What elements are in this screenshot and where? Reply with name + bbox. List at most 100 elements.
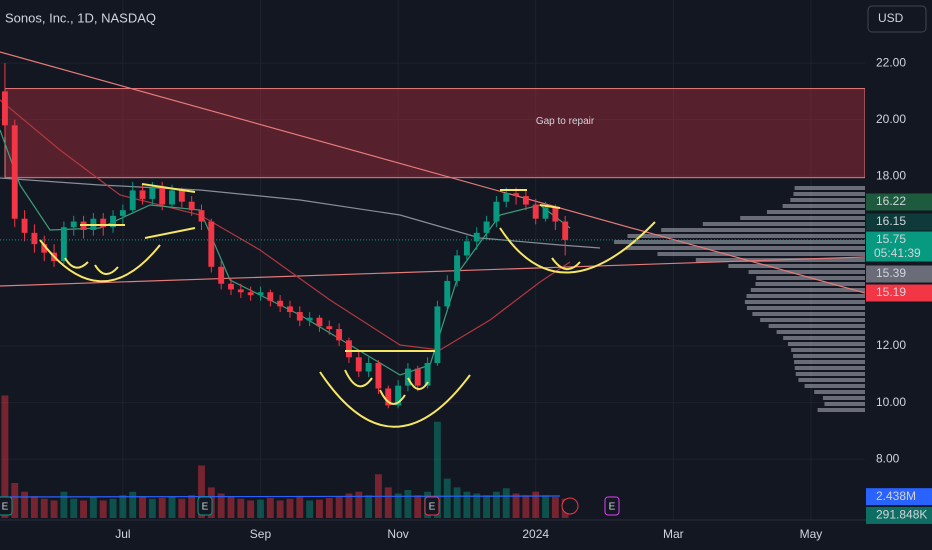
profile-bar xyxy=(661,228,865,232)
dividend-icon xyxy=(561,497,579,515)
volume-bar xyxy=(306,500,314,518)
volume-bar xyxy=(266,497,274,518)
profile-bar xyxy=(798,378,865,382)
candle-body xyxy=(355,357,362,372)
candle-body xyxy=(228,283,234,290)
volume-bar xyxy=(286,498,294,518)
price-badge-label: 15.75 xyxy=(876,232,906,246)
currency-button[interactable] xyxy=(867,5,927,33)
price-badge-label: 15.39 xyxy=(876,266,906,280)
volume-bar xyxy=(502,488,510,518)
volume-bar xyxy=(40,498,48,518)
candle-body xyxy=(31,232,38,245)
profile-bar xyxy=(793,354,865,358)
volume-bar xyxy=(99,500,107,518)
gap-zone: Gap to repair xyxy=(4,88,866,179)
cup-drawing xyxy=(499,221,656,274)
volume-bar xyxy=(237,498,245,518)
volume-bar xyxy=(345,493,353,518)
candle-body xyxy=(434,306,441,363)
candle-body xyxy=(562,221,569,240)
profile-bar xyxy=(814,390,865,394)
candle-body xyxy=(532,204,539,219)
profile-bar xyxy=(824,402,865,406)
volume-badge-label: 2.438M xyxy=(876,489,916,503)
volume-bar xyxy=(70,498,78,518)
profile-bar xyxy=(750,288,865,292)
candle-body xyxy=(513,193,519,197)
cup-drawing xyxy=(319,371,471,428)
candle-body xyxy=(473,232,480,242)
x-tick-label: 2024 xyxy=(522,527,549,541)
candle-body xyxy=(287,306,293,313)
y-tick-label: 22.00 xyxy=(876,55,906,69)
candle-body xyxy=(424,362,431,386)
volume xyxy=(0,395,569,518)
gap-zone-rect xyxy=(4,88,866,179)
price-badge xyxy=(866,284,932,302)
volume-bar xyxy=(257,499,264,518)
profile-bar xyxy=(766,210,865,214)
line-drawing xyxy=(144,227,196,239)
candle-body xyxy=(522,196,529,205)
profile-bar xyxy=(776,330,865,334)
candle-body xyxy=(70,221,77,228)
trend-line xyxy=(0,51,866,294)
volume-bar xyxy=(532,491,540,518)
candle-body xyxy=(542,207,549,219)
drawings xyxy=(39,183,656,428)
profile-bar xyxy=(794,366,865,370)
candle-body xyxy=(169,190,175,205)
volume-bar xyxy=(217,493,225,518)
volume-bar xyxy=(463,491,471,518)
price-badge-label: 16.22 xyxy=(876,194,906,208)
profile-bar xyxy=(752,312,865,316)
volume-bar xyxy=(483,495,491,518)
price-badge xyxy=(866,231,932,262)
candle-body xyxy=(257,292,264,296)
price-badge xyxy=(866,213,932,231)
volume-bar xyxy=(325,497,333,518)
volume-bar xyxy=(542,495,549,518)
volume-bar xyxy=(109,498,117,518)
candle-body xyxy=(326,326,333,330)
candle-body xyxy=(296,312,303,321)
x-tick-label: Nov xyxy=(387,527,408,541)
candle-body xyxy=(404,368,411,386)
candle-body xyxy=(119,210,126,216)
candle-body xyxy=(237,289,244,293)
volume-bar xyxy=(11,483,19,518)
volume-bar xyxy=(227,497,235,518)
candle-body xyxy=(129,190,136,211)
price-badge xyxy=(866,193,932,211)
candle-body xyxy=(375,362,382,389)
volume-bar xyxy=(178,498,186,518)
volume-bar xyxy=(21,491,29,518)
candle-body xyxy=(454,255,461,281)
currency[interactable]: USD xyxy=(878,11,904,25)
profile-bar xyxy=(787,342,865,346)
candle-body xyxy=(395,385,402,406)
moving-average xyxy=(0,177,601,249)
profile-bar xyxy=(657,252,865,256)
volume-badge xyxy=(866,488,932,506)
volume-bar xyxy=(473,493,481,518)
volume-bar xyxy=(247,500,255,518)
candle-body xyxy=(208,221,215,267)
candle-body xyxy=(277,300,284,307)
event-label: E xyxy=(609,502,616,513)
candle-body xyxy=(346,340,352,358)
volume-bar xyxy=(276,500,284,518)
volume-bar xyxy=(168,497,176,518)
price-badge-label: 16.15 xyxy=(876,214,906,228)
profile-bar xyxy=(746,306,865,310)
profile-bar xyxy=(795,372,865,376)
volume-bar xyxy=(365,495,373,518)
event-label: E xyxy=(2,502,9,513)
volume-average xyxy=(0,495,561,498)
y-tick-label: 12.00 xyxy=(876,338,906,352)
candle-body xyxy=(365,362,372,372)
volume-bar xyxy=(296,497,304,518)
